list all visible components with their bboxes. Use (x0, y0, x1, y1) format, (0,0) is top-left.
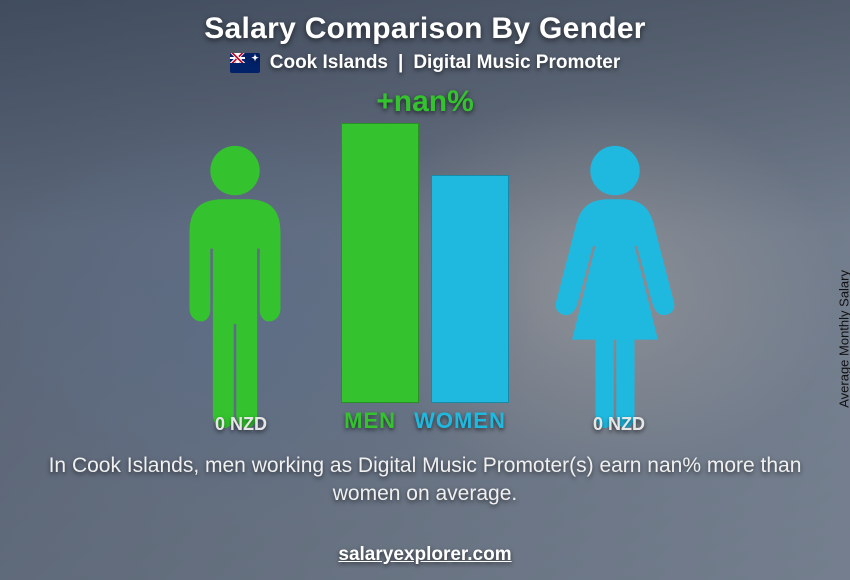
chart-area: +nan% 0 NZD MEN WOMEN 0 NZD Average Mont… (0, 85, 850, 455)
axis-labels: MEN WOMEN (0, 408, 850, 434)
flag-icon (230, 53, 260, 73)
subtitle-country: Cook Islands (270, 52, 388, 74)
men-axis-label: MEN (344, 408, 396, 434)
page-title: Salary Comparison By Gender (0, 12, 850, 46)
women-axis-label: WOMEN (414, 408, 506, 434)
footer-link[interactable]: salaryexplorer.com (0, 544, 850, 566)
man-icon (170, 135, 300, 435)
woman-icon (550, 135, 680, 435)
subtitle-job: Digital Music Promoter (413, 52, 620, 74)
subtitle-row: Cook Islands | Digital Music Promoter (0, 52, 850, 74)
women-value-label: 0 NZD (593, 414, 645, 435)
summary-text: In Cook Islands, men working as Digital … (40, 452, 810, 509)
bar-men (341, 123, 419, 403)
y-axis-label: Average Monthly Salary (837, 270, 850, 408)
subtitle-separator: | (398, 52, 403, 74)
bar-women (431, 175, 509, 403)
percent-difference-label: +nan% (376, 85, 474, 119)
bar-group (341, 123, 509, 403)
